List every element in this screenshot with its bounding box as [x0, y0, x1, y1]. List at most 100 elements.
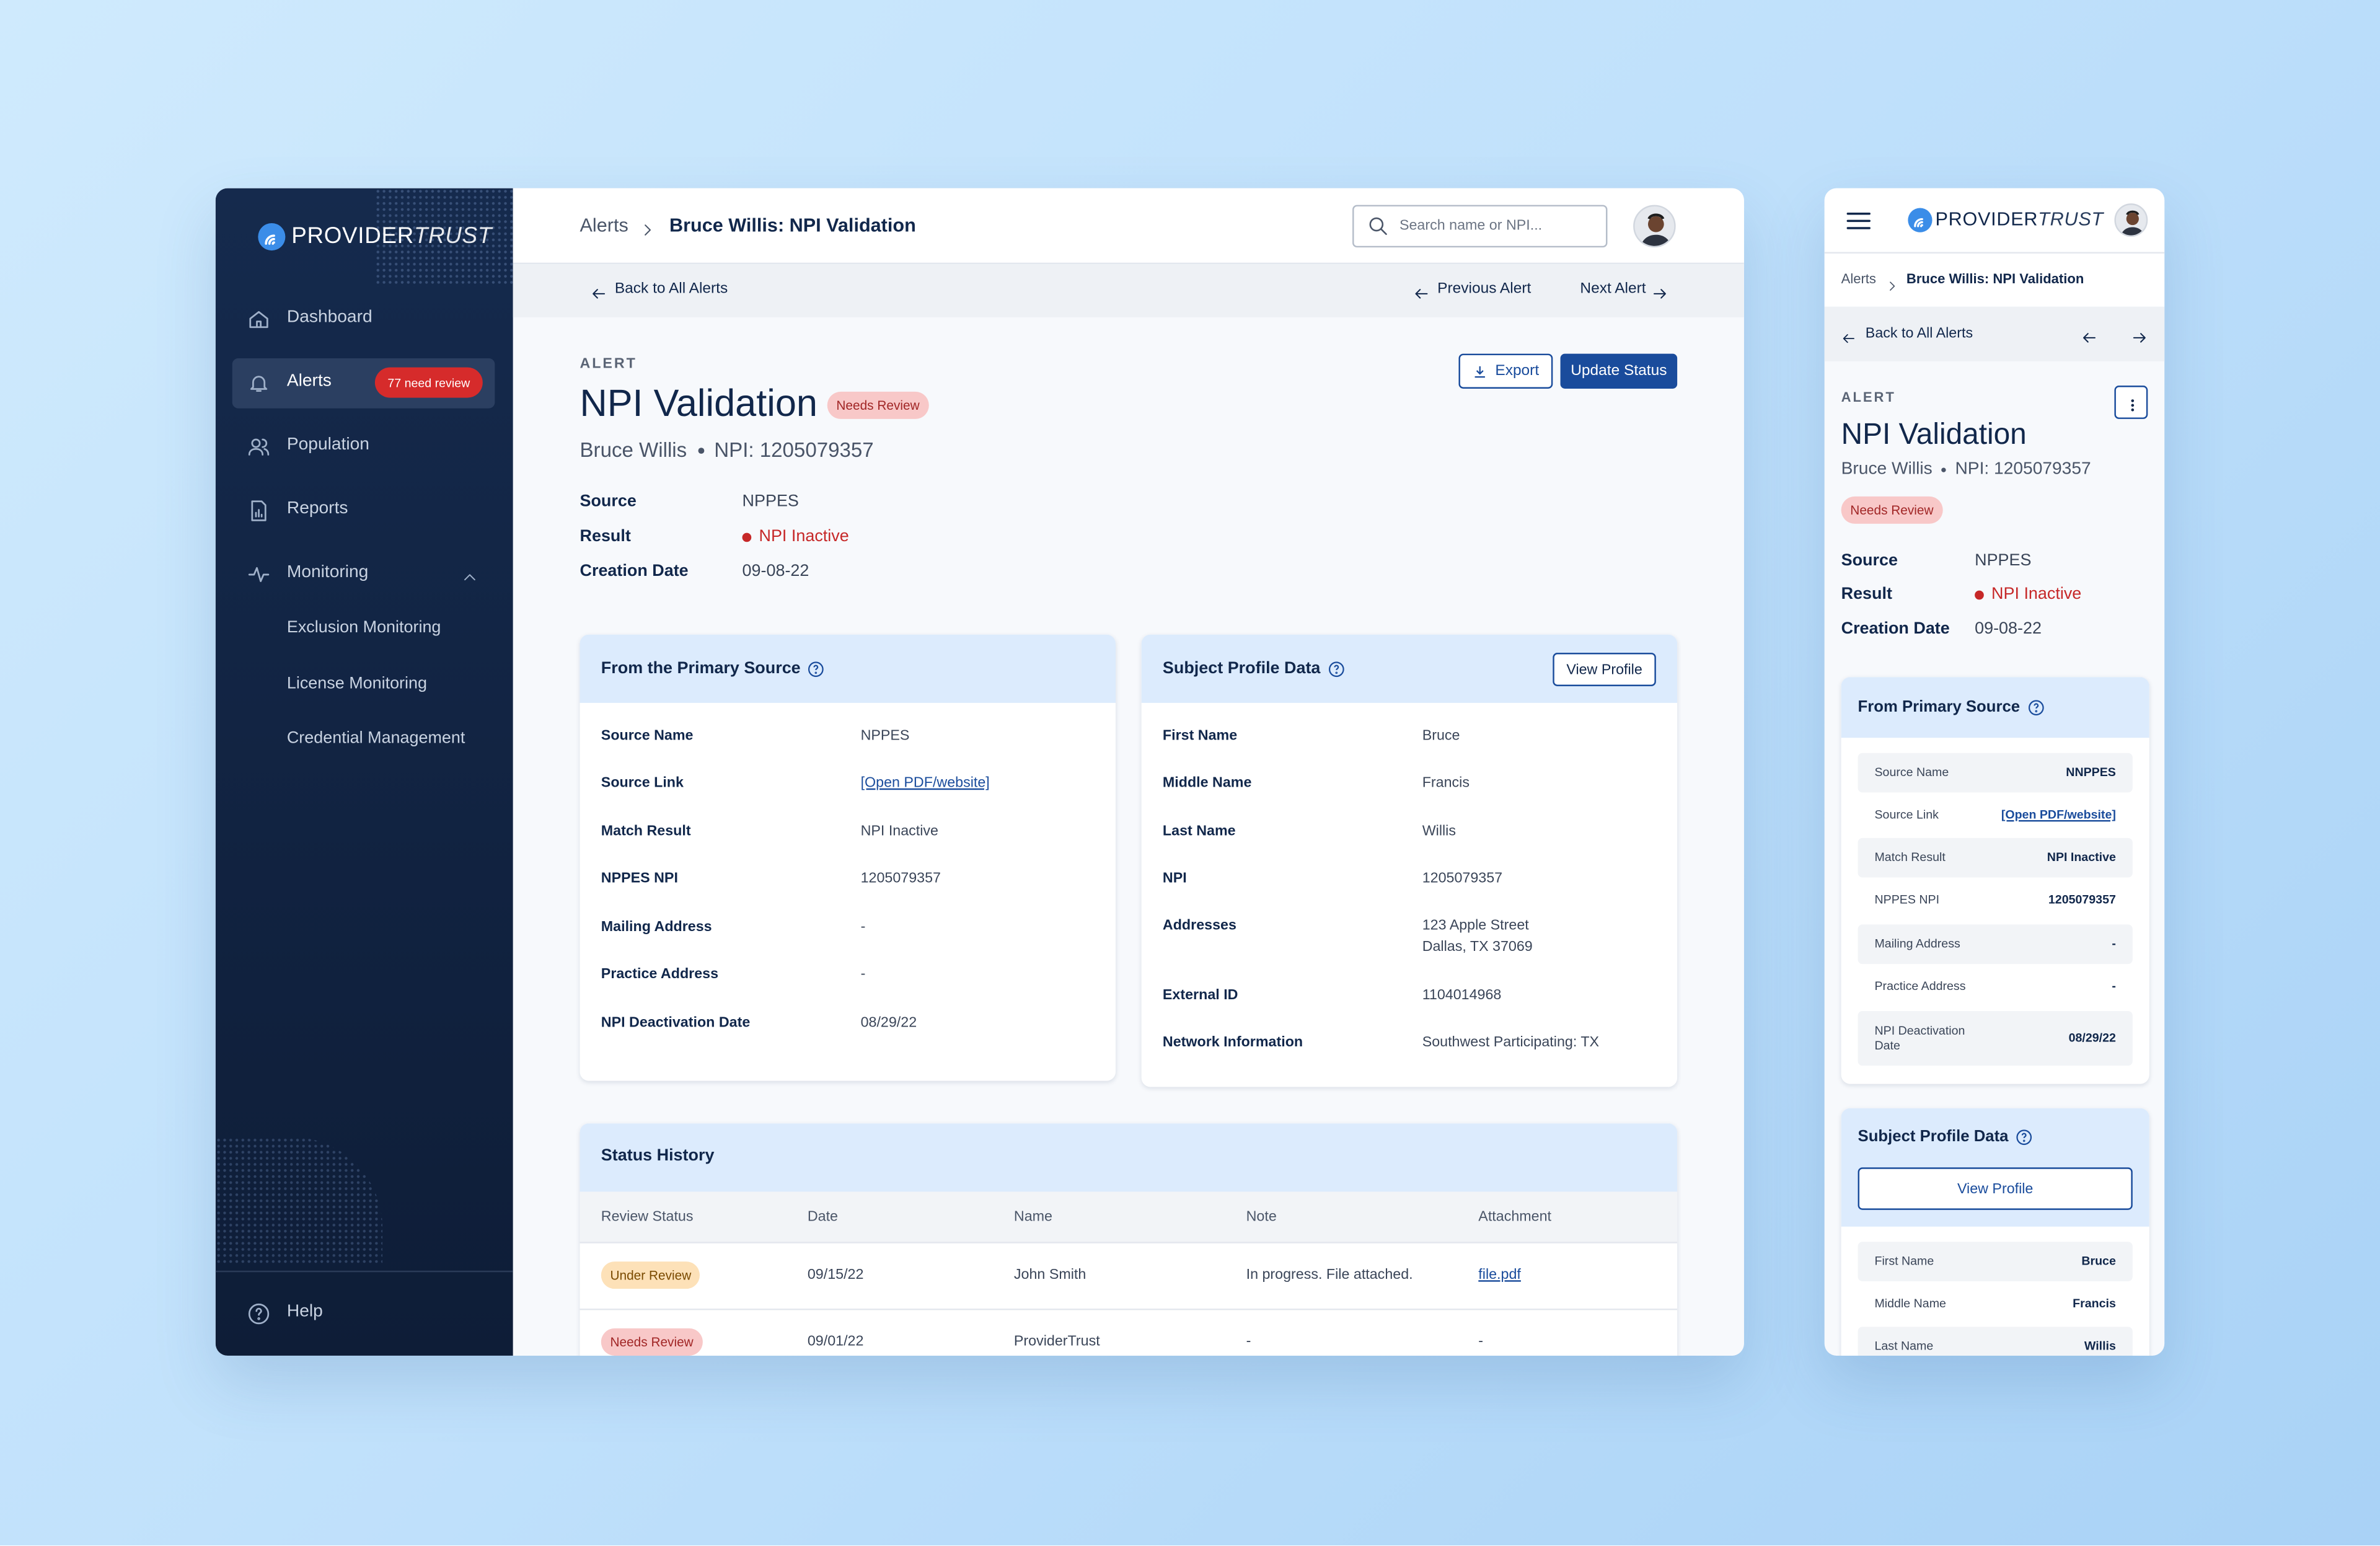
- prev-arrow: [1413, 281, 1429, 298]
- icon-shape: [249, 375, 267, 389]
- separator-dot: [697, 448, 704, 454]
- row-label: External ID: [1162, 987, 1238, 1004]
- nav-item[interactable]: Dashboard: [286, 308, 372, 327]
- table-header-row: [580, 1191, 1678, 1243]
- row-value: Willis: [2084, 1339, 2116, 1353]
- data-row: First Name Bruce: [1858, 1242, 2133, 1281]
- sub-nav-item[interactable]: Credential Management: [286, 729, 465, 748]
- icon-shape: [2082, 332, 2095, 342]
- icon-shape: [2120, 227, 2144, 236]
- nav-icon: [247, 435, 270, 458]
- primary-source-panel: From the Primary Source Source Name NPPES S…: [580, 634, 1116, 1081]
- row-label: NPPES NPI: [601, 870, 678, 887]
- back-link[interactable]: Back to All Alerts: [1865, 325, 1973, 342]
- field-value: NPPES: [1975, 551, 2032, 570]
- column-header: Review Status: [601, 1209, 694, 1226]
- icon-shape: [1914, 218, 1923, 227]
- status-badge: Needs Review: [1841, 496, 1943, 524]
- panel-header: Subject Profile Data View Profile: [1841, 1108, 2149, 1227]
- attachment-link[interactable]: file.pdf: [1478, 1266, 1521, 1284]
- view-profile-button[interactable]: View Profile: [1858, 1167, 2133, 1210]
- brand-name: PROVIDERTRUST: [1935, 209, 2104, 232]
- eyebrow: ALERT: [580, 355, 637, 373]
- nav-item[interactable]: Monitoring: [286, 563, 369, 582]
- cell: 09/15/22: [807, 1266, 864, 1284]
- row-value[interactable]: [Open PDF/website]: [860, 774, 990, 792]
- subject-line: Bruce Willis NPI: 1205079357: [580, 439, 874, 464]
- row-value: 08/29/22: [2068, 1031, 2116, 1045]
- sub-nav-item[interactable]: License Monitoring: [286, 674, 428, 693]
- data-row: Middle Name Francis: [1858, 1284, 2133, 1324]
- export-label: Export: [1495, 363, 1540, 380]
- mobile-sub-nav: [1824, 306, 2165, 361]
- icon: [2132, 332, 2145, 342]
- icon-shape: [815, 671, 818, 674]
- previous-alert[interactable]: Previous Alert: [1437, 281, 1532, 298]
- field-label: Source: [580, 492, 637, 511]
- row-label: Middle Name: [1874, 1296, 1946, 1310]
- status-badge-text: Needs Review: [1850, 502, 1934, 518]
- data-row: NPI Deactivation Date 08/29/22: [1858, 1011, 2133, 1066]
- row-value: -: [2112, 979, 2116, 994]
- sub-nav-item[interactable]: Exclusion Monitoring: [286, 618, 441, 637]
- export-button[interactable]: Export: [1458, 353, 1553, 389]
- collapse-chevron: [461, 565, 477, 582]
- breadcrumb-link[interactable]: Alerts: [580, 214, 628, 236]
- search-icon: [1368, 216, 1389, 237]
- breadcrumb-chevron: [638, 218, 655, 235]
- icon-shape: [1474, 365, 1486, 378]
- help-icon: [2016, 1129, 2033, 1146]
- icon: [643, 223, 650, 235]
- icon-shape: [2033, 702, 2038, 709]
- icon: [2028, 699, 2044, 715]
- alerts-badge: 77 need review: [374, 367, 483, 398]
- more-menu-button[interactable]: [2114, 386, 2148, 419]
- logo-mark: [258, 223, 286, 251]
- icon-shape: [814, 664, 819, 670]
- status-badge-text: Needs Review: [836, 397, 920, 413]
- row-value: -: [2112, 937, 2116, 951]
- more-icon: [2123, 395, 2141, 413]
- status-badge-text: Under Review: [610, 1267, 692, 1283]
- back-link[interactable]: Back to All Alerts: [614, 281, 728, 298]
- icon-shape: [2016, 1129, 2032, 1145]
- nav-item[interactable]: Alerts: [286, 372, 332, 391]
- icon: [249, 310, 268, 327]
- row-label: Source Name: [1874, 765, 1949, 779]
- nav-item[interactable]: Population: [286, 436, 369, 454]
- row-value: 1205079357: [1422, 870, 1503, 887]
- icon: [2131, 399, 2135, 412]
- next-alert[interactable]: Next Alert: [1580, 281, 1646, 298]
- subject-npi: NPI: 1205079357: [1955, 460, 2091, 479]
- avatar: [2114, 203, 2148, 237]
- icon-shape: [247, 566, 269, 581]
- update-status-button[interactable]: Update Status: [1560, 353, 1678, 389]
- breadcrumb-link[interactable]: Alerts: [1841, 271, 1876, 286]
- icon: [1843, 334, 1854, 343]
- nav-icon: [247, 562, 270, 585]
- cell: -: [1246, 1333, 1251, 1350]
- mobile-breadcrumb-bar: [1824, 253, 2165, 307]
- field-label: Result: [1841, 585, 1892, 604]
- nav-item[interactable]: Reports: [286, 499, 348, 518]
- eyebrow: ALERT: [1841, 389, 1896, 405]
- mobile-top-bar: [1824, 188, 2165, 254]
- icon: [1846, 211, 1870, 229]
- icon-shape: [1843, 334, 1854, 343]
- icon-shape: [2023, 1139, 2026, 1142]
- help-link[interactable]: Help: [286, 1302, 323, 1321]
- status-badge: Needs Review: [827, 391, 929, 419]
- search-box[interactable]: Search name or NPI...: [1352, 205, 1608, 248]
- row-label: Source Link: [601, 774, 684, 792]
- data-row: Match Result NPI Inactive: [1858, 837, 2133, 878]
- primary-source-panel: From Primary Source Source Name NNPPES Sour…: [1841, 677, 2149, 1084]
- row-value: Bruce: [1422, 727, 1460, 744]
- icon-shape: [1889, 281, 1894, 290]
- icon-shape: [2131, 399, 2135, 402]
- row-label: First Name: [1162, 727, 1238, 744]
- icon-shape: [254, 508, 262, 517]
- icon-shape: [2035, 710, 2037, 712]
- mobile-window: PROVIDERTRUST Alerts Bruce Willis: NPI Val…: [1824, 188, 2165, 1356]
- status-dot: [742, 532, 752, 542]
- view-profile-button[interactable]: View Profile: [1553, 653, 1656, 686]
